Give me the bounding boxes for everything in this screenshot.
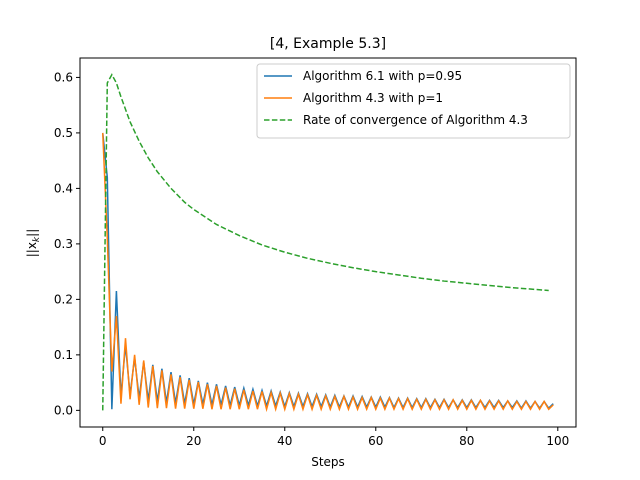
x-tick-label: 0 bbox=[99, 434, 107, 448]
x-axis-label: Steps bbox=[311, 455, 345, 469]
x-tick-label: 40 bbox=[277, 434, 292, 448]
y-axis-label: ||xk|| bbox=[25, 229, 42, 258]
chart-title: [4, Example 5.3] bbox=[270, 36, 386, 52]
x-tick-label: 60 bbox=[368, 434, 383, 448]
legend-box bbox=[256, 63, 571, 139]
y-tick-label: 0.6 bbox=[54, 70, 73, 84]
axes-ticks: 0 20 40 60 80 100 0.0 0.1 0.2 0.3 0.4 0.5 0.6 bbox=[54, 70, 569, 448]
series-line-2 bbox=[102, 132, 554, 413]
series-line-3 bbox=[102, 73, 549, 411]
legend: Algorithm 6.1 with p=0.95 Algorithm 4.3 w… bbox=[256, 63, 571, 139]
y-tick-label: 0.3 bbox=[54, 237, 73, 251]
legend-label: Algorithm 4.3 with p=1 bbox=[303, 91, 443, 105]
x-tick-label: 100 bbox=[546, 434, 569, 448]
axes-frame bbox=[79, 57, 577, 428]
legend-label: Rate of convergence of Algorithm 4.3 bbox=[303, 113, 528, 127]
y-tick-label: 0.5 bbox=[54, 126, 73, 140]
y-tick-label: 0.1 bbox=[54, 348, 73, 362]
legend-label: Algorithm 6.1 with p=0.95 bbox=[303, 69, 462, 83]
y-tick-label: 0.0 bbox=[54, 403, 73, 417]
x-tick-label: 20 bbox=[186, 434, 201, 448]
plot-area bbox=[102, 73, 554, 413]
x-tick-label: 80 bbox=[459, 434, 474, 448]
y-tick-label: 0.4 bbox=[54, 181, 73, 195]
y-tick-label: 0.2 bbox=[54, 292, 73, 306]
